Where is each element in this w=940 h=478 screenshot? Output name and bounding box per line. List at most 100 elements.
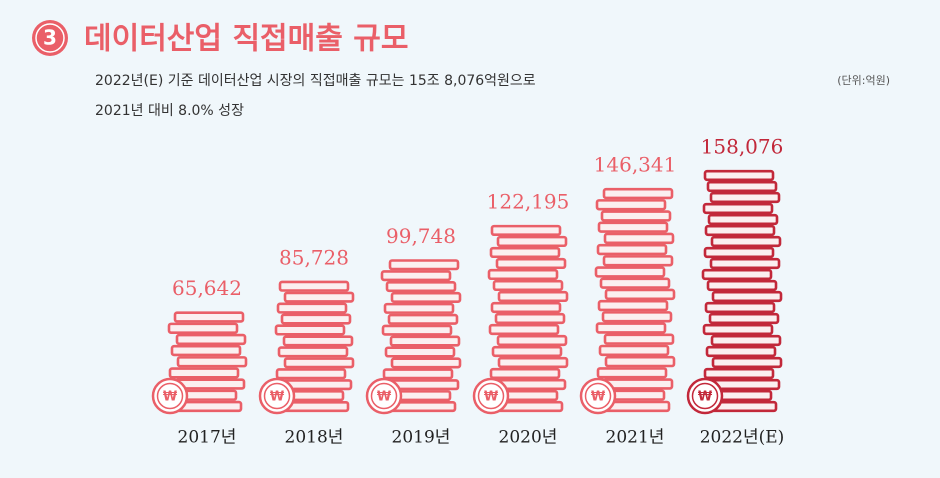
x-tick-label: 2019년 — [392, 428, 451, 448]
coin-badge-inner — [370, 382, 398, 410]
bar — [594, 187, 676, 413]
coin — [600, 210, 672, 222]
coin — [603, 333, 675, 345]
coin — [390, 291, 462, 304]
coin — [710, 235, 782, 248]
coin — [173, 311, 245, 323]
coin — [490, 301, 562, 314]
coin-badge-inner — [156, 382, 184, 410]
coin — [383, 302, 455, 314]
coin — [602, 378, 674, 390]
coin — [595, 322, 667, 334]
coin — [491, 345, 563, 358]
coin — [387, 313, 459, 325]
x-tick-label: 2021년 — [606, 428, 665, 448]
coin — [708, 312, 780, 325]
coin — [702, 202, 774, 215]
coin — [389, 335, 461, 347]
bar — [487, 224, 569, 413]
chart-title: 데이터산업 직접매출 규모 — [84, 22, 409, 57]
coin — [275, 368, 347, 380]
unit-label: (단위:억원) — [837, 74, 890, 87]
coin — [705, 345, 777, 358]
coin — [595, 199, 667, 211]
coin — [597, 221, 669, 233]
value-label: 122,195 — [487, 189, 570, 213]
coin — [602, 255, 674, 267]
coin — [174, 378, 246, 390]
currency-symbol: ₩ — [163, 390, 178, 405]
coin — [489, 367, 561, 380]
currency-symbol: ₩ — [484, 390, 499, 405]
coin — [496, 235, 568, 248]
coin — [601, 311, 673, 323]
coin — [170, 344, 242, 357]
coin — [385, 281, 457, 293]
coin — [709, 378, 781, 391]
x-tick-label: 2018년 — [285, 428, 344, 448]
coin — [703, 367, 775, 380]
coin — [703, 169, 775, 182]
coin — [381, 324, 453, 336]
coin — [278, 280, 350, 292]
coin — [711, 290, 783, 303]
coin-badge-inner — [691, 382, 719, 410]
coin — [494, 312, 566, 325]
coin — [167, 322, 239, 334]
coin — [388, 259, 460, 271]
value-label: 158,076 — [701, 135, 784, 159]
currency-symbol: ₩ — [270, 390, 285, 405]
coin — [280, 313, 352, 325]
coin — [168, 367, 240, 379]
coin — [596, 367, 668, 379]
coin — [706, 180, 778, 193]
coin — [707, 213, 779, 226]
coin — [598, 344, 670, 357]
coin — [703, 246, 775, 259]
coin-badge-inner — [584, 382, 612, 410]
currency-symbol: ₩ — [377, 390, 392, 405]
coin — [276, 302, 348, 314]
coin — [382, 368, 454, 380]
coin — [597, 299, 669, 312]
coin — [277, 346, 349, 358]
coin — [602, 187, 674, 200]
coin — [496, 334, 568, 347]
coin — [704, 224, 776, 237]
value-label: 65,642 — [172, 276, 242, 300]
value-label: 146,341 — [594, 152, 677, 176]
coin — [594, 266, 666, 278]
coin — [603, 232, 675, 245]
coin — [282, 335, 354, 347]
coin — [390, 357, 462, 369]
bar — [166, 311, 248, 413]
x-tick-label: 2017년 — [178, 428, 237, 448]
coin — [487, 268, 559, 281]
coin — [495, 257, 567, 270]
badge-number: 3 — [43, 26, 57, 50]
value-label: 99,748 — [386, 224, 456, 248]
coin — [599, 277, 671, 289]
coin-badge-inner — [263, 382, 291, 410]
x-tick-label: 2020년 — [499, 428, 558, 448]
badge-circle — [32, 20, 68, 56]
coin — [384, 346, 456, 358]
badge-ring — [35, 23, 65, 53]
subtitle: 2022년(E) 기준 데이터산업 시장의 직접매출 규모는 15조 8,076… — [95, 73, 536, 89]
coin — [492, 279, 564, 292]
coin — [710, 334, 782, 347]
coin — [283, 357, 355, 369]
coin — [176, 356, 248, 368]
coin — [704, 301, 776, 314]
coin — [490, 224, 562, 237]
coin — [274, 324, 346, 336]
coin — [709, 191, 781, 204]
coin — [488, 323, 560, 336]
coin — [497, 290, 569, 303]
coin — [175, 333, 247, 346]
currency-symbol: ₩ — [591, 390, 606, 405]
coin — [596, 243, 668, 256]
subtitle: 2021년 대비 8.0% 성장 — [95, 103, 244, 119]
coin — [604, 288, 676, 301]
